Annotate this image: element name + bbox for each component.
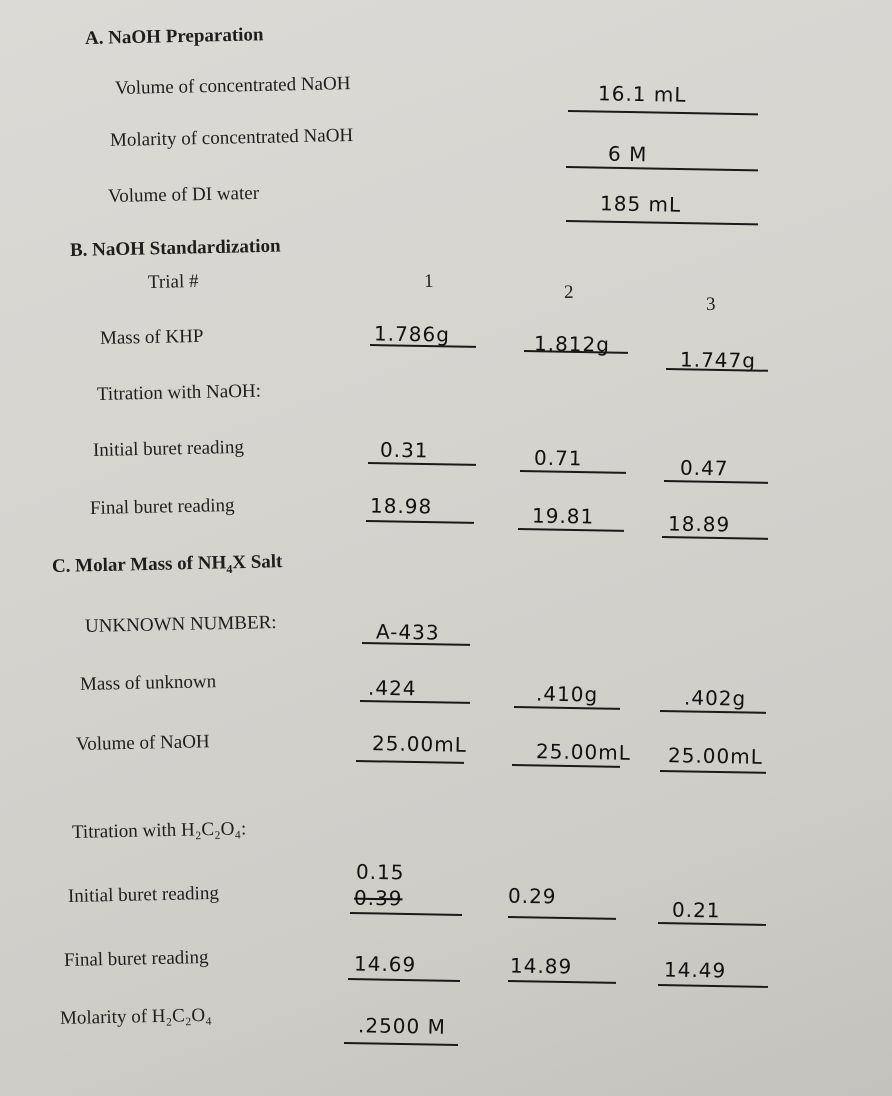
final-buret-naoh-trial-2[interactable]: 19.81 bbox=[531, 503, 595, 529]
mass-khp-trial-1[interactable]: 1.786g bbox=[373, 321, 451, 347]
titration-naoh-label: Titration with NaOH: bbox=[96, 380, 262, 405]
initial-buret-naoh-trial-3[interactable]: 0.47 bbox=[679, 455, 729, 481]
answer-line bbox=[359, 700, 471, 704]
answer-line bbox=[513, 706, 621, 710]
mass-unknown-trial-2[interactable]: .410g bbox=[535, 681, 599, 707]
answer-line bbox=[657, 922, 767, 926]
initial-buret-oxalic-correction[interactable]: 0.15 bbox=[355, 859, 405, 885]
initial-buret-naoh-trial-1[interactable]: 0.31 bbox=[379, 437, 429, 463]
molarity-concentrated-naoh-label: Molarity of concentrated NaOH bbox=[109, 124, 354, 151]
answer-line bbox=[361, 642, 471, 646]
trial-1-header: 1 bbox=[423, 270, 434, 292]
molarity-oxalic-label: Molarity of H₂C₂O₄ bbox=[59, 1004, 212, 1029]
volume-naoh-trial-3[interactable]: 25.00mL bbox=[667, 743, 764, 769]
initial-buret-naoh-label: Initial buret reading bbox=[92, 436, 245, 461]
answer-line bbox=[369, 344, 477, 348]
mass-unknown-trial-1[interactable]: .424 bbox=[367, 675, 417, 701]
initial-buret-oxalic-trial-2[interactable]: 0.29 bbox=[507, 883, 557, 909]
answer-line bbox=[661, 536, 769, 540]
section-b-title: B. NaOH Standardization bbox=[69, 235, 281, 261]
final-buret-oxalic-trial-3[interactable]: 14.49 bbox=[663, 957, 727, 983]
volume-concentrated-naoh-value[interactable]: 16.1 mL bbox=[597, 81, 687, 107]
volume-naoh-trial-1[interactable]: 25.00mL bbox=[371, 731, 468, 757]
volume-di-water-value[interactable]: 185 mL bbox=[599, 191, 682, 217]
molarity-concentrated-naoh-value[interactable]: 6 M bbox=[607, 141, 648, 167]
final-buret-naoh-trial-1[interactable]: 18.98 bbox=[369, 493, 433, 519]
initial-buret-oxalic-trial-3[interactable]: 0.21 bbox=[671, 897, 721, 923]
section-a-title: A. NaOH Preparation bbox=[84, 24, 264, 49]
answer-line bbox=[565, 220, 758, 226]
unknown-number-value[interactable]: A-433 bbox=[375, 619, 440, 645]
initial-buret-naoh-trial-2[interactable]: 0.71 bbox=[533, 445, 583, 471]
answer-line bbox=[659, 710, 767, 714]
unknown-number-label: UNKNOWN NUMBER: bbox=[84, 611, 277, 637]
initial-buret-oxalic-trial-1-crossed[interactable]: 0.39 bbox=[353, 885, 403, 911]
answer-line bbox=[365, 520, 475, 524]
trial-2-header: 2 bbox=[563, 281, 574, 303]
answer-line bbox=[507, 916, 617, 920]
answer-line bbox=[367, 462, 477, 466]
final-buret-oxalic-trial-1[interactable]: 14.69 bbox=[353, 951, 417, 977]
trial-3-header: 3 bbox=[705, 293, 716, 315]
answer-line bbox=[657, 984, 769, 988]
titration-oxalic-label: Titration with H₂C₂O₄: bbox=[71, 818, 247, 843]
trial-label: Trial # bbox=[147, 270, 199, 293]
volume-naoh-trial-2[interactable]: 25.00mL bbox=[535, 739, 632, 765]
answer-line bbox=[511, 764, 621, 768]
mass-unknown-trial-3[interactable]: .402g bbox=[683, 685, 747, 711]
answer-line bbox=[519, 470, 627, 474]
molarity-oxalic-value[interactable]: .2500 M bbox=[357, 1013, 447, 1039]
final-buret-oxalic-label: Final buret reading bbox=[63, 946, 209, 971]
initial-buret-oxalic-label: Initial buret reading bbox=[67, 882, 220, 907]
final-buret-naoh-trial-3[interactable]: 18.89 bbox=[667, 511, 731, 537]
answer-line bbox=[567, 110, 758, 116]
answer-line bbox=[507, 980, 617, 984]
mass-unknown-label: Mass of unknown bbox=[79, 671, 217, 695]
answer-line bbox=[659, 770, 767, 774]
answer-line bbox=[355, 760, 465, 764]
volume-concentrated-naoh-label: Volume of concentrated NaOH bbox=[114, 73, 351, 99]
section-c-title: C. Molar Mass of NH4X Salt bbox=[51, 551, 283, 577]
mass-khp-label: Mass of KHP bbox=[99, 325, 204, 349]
final-buret-naoh-label: Final buret reading bbox=[89, 494, 235, 519]
answer-line bbox=[663, 480, 769, 484]
answer-line bbox=[565, 166, 758, 172]
volume-di-water-label: Volume of DI water bbox=[107, 182, 260, 207]
answer-line bbox=[343, 1042, 459, 1046]
volume-naoh-label: Volume of NaOH bbox=[75, 731, 210, 755]
answer-line bbox=[517, 528, 625, 532]
final-buret-oxalic-trial-2[interactable]: 14.89 bbox=[509, 953, 573, 979]
answer-line bbox=[347, 978, 461, 982]
answer-line bbox=[349, 912, 463, 916]
